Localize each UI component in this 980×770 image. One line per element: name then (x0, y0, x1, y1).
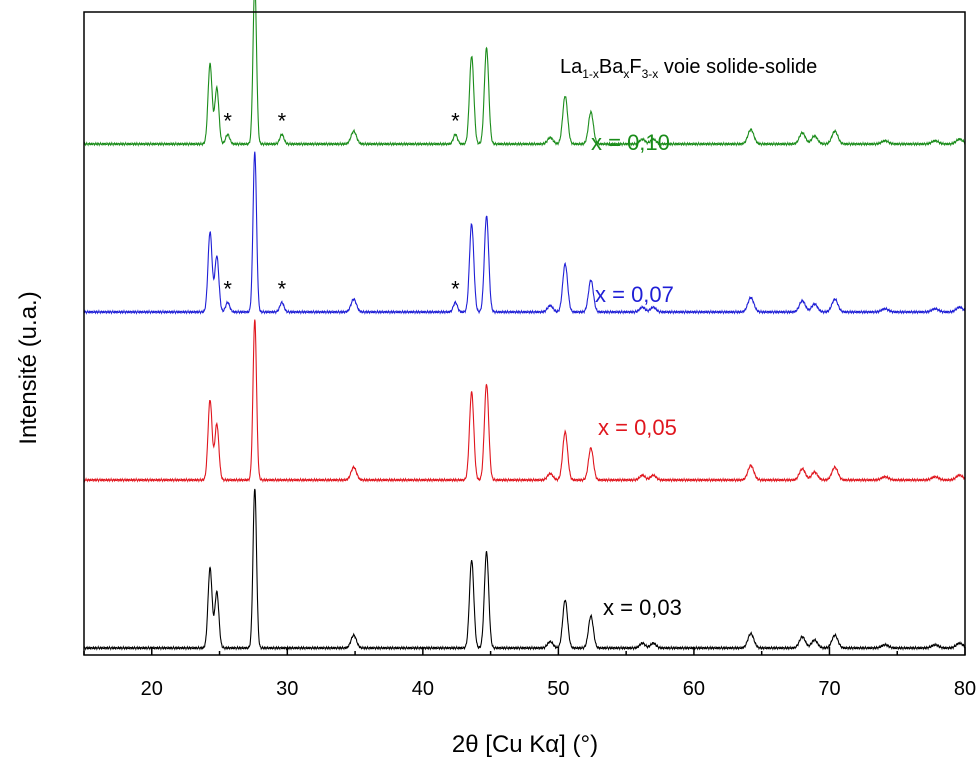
y-axis-label: Intensité (u.a.) (15, 291, 42, 444)
x-tick-label: 30 (276, 678, 298, 700)
plot-frame (83, 11, 966, 656)
x-axis-ticks: 20 30 40 50 60 70 80 (83, 647, 976, 700)
xrd-series-line (83, 151, 966, 315)
impurity-star: * (451, 276, 460, 301)
series-label: x = 0,10 (591, 130, 670, 155)
series-label: x = 0,07 (595, 282, 674, 307)
series-label: x = 0,03 (603, 595, 682, 620)
xrd-series-line (83, 488, 966, 651)
impurity-star: * (223, 276, 232, 301)
impurity-star: * (451, 108, 460, 133)
xrd-series-line (83, 0, 966, 147)
diffraction-traces (83, 0, 966, 651)
series-label: x = 0,05 (598, 415, 677, 440)
composition-annotation: La1-xBaxF3-x voie solide-solide (560, 56, 817, 81)
x-tick-label: 50 (547, 678, 569, 700)
impurity-star: * (278, 276, 287, 301)
impurity-markers: * * * * * * (223, 108, 460, 301)
x-axis-label: 2θ [Cu Kα] (°) (452, 731, 598, 758)
x-tick-label: 20 (141, 678, 163, 700)
x-tick-label: 70 (818, 678, 840, 700)
x-tick-label: 60 (683, 678, 705, 700)
impurity-star: * (278, 108, 287, 133)
x-tick-label: 80 (954, 678, 976, 700)
impurity-star: * (223, 108, 232, 133)
xrd-series-line (83, 319, 966, 483)
series-labels: x = 0,03 x = 0,05 x = 0,07 x = 0,10 (591, 130, 682, 620)
x-tick-label: 40 (412, 678, 434, 700)
